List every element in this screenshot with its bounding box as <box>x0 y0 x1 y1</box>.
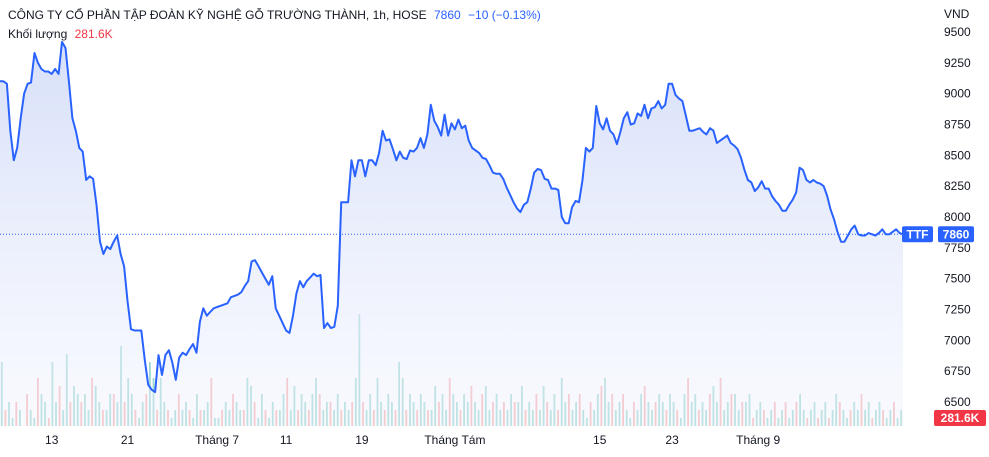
x-tick-label: 13 <box>45 433 59 447</box>
x-tick-label: 11 <box>280 433 293 447</box>
x-tick-label: 19 <box>355 433 369 447</box>
symbol-title[interactable]: CÔNG TY CỔ PHẦN TẬP ĐOÀN KỸ NGHỆ GỖ TRƯỜ… <box>8 8 427 22</box>
last-price-badge: 7860 <box>938 226 974 243</box>
svg-text:7860: 7860 <box>943 227 970 241</box>
y-tick-label: 6500 <box>944 395 971 409</box>
last-price-value: 7860 <box>433 8 461 22</box>
svg-text:TTF: TTF <box>907 227 929 241</box>
y-tick-label: 7500 <box>944 272 971 286</box>
price-line <box>0 40 904 394</box>
x-tick-label: Tháng 7 <box>195 433 239 447</box>
y-tick-label: 6750 <box>944 364 971 378</box>
y-tick-label: 9250 <box>944 56 971 70</box>
y-tick-label: 8750 <box>944 118 971 132</box>
price-change: −10 (−0.13%) <box>468 8 541 22</box>
x-tick-label: Tháng Tám <box>424 433 485 447</box>
x-tick-label: 21 <box>121 433 135 447</box>
price-area-fill <box>0 41 903 427</box>
y-tick-label: 9500 <box>944 25 971 39</box>
volume-badge: 281.6K <box>934 410 986 426</box>
legend-title-row: CÔNG TY CỔ PHẦN TẬP ĐOÀN KỸ NGHỆ GỖ TRƯỜ… <box>8 6 545 25</box>
y-tick-label: 8000 <box>944 210 971 224</box>
legend: CÔNG TY CỔ PHẦN TẬP ĐOÀN KỸ NGHỆ GỖ TRƯỜ… <box>8 6 545 44</box>
currency-label: VND <box>944 7 970 21</box>
price-badges: TTF 7860 281.6K <box>902 226 986 426</box>
x-tick-label: 23 <box>665 433 679 447</box>
symbol-badge: TTF <box>902 226 933 243</box>
x-tick-label: Tháng 9 <box>736 433 780 447</box>
price-axis[interactable]: VND 9500 9250 9000 8750 8500 8250 8000 7750 7500… <box>944 7 971 409</box>
y-tick-label: 8250 <box>944 179 971 193</box>
y-tick-label: 7250 <box>944 303 971 317</box>
y-tick-label: 8500 <box>944 148 971 162</box>
volume-label[interactable]: Khối lượng <box>8 27 68 41</box>
y-tick-label: 9000 <box>944 87 971 101</box>
legend-volume-row: Khối lượng 281.6K <box>8 25 545 44</box>
x-tick-label: 15 <box>593 433 607 447</box>
y-tick-label: 7000 <box>944 333 971 347</box>
time-axis[interactable]: 13 21 Tháng 7 11 19 Tháng Tám 15 23 Tháng 9 <box>45 433 781 447</box>
svg-text:281.6K: 281.6K <box>941 411 980 425</box>
y-tick-label: 7750 <box>944 241 971 255</box>
volume-value: 281.6K <box>74 27 113 41</box>
